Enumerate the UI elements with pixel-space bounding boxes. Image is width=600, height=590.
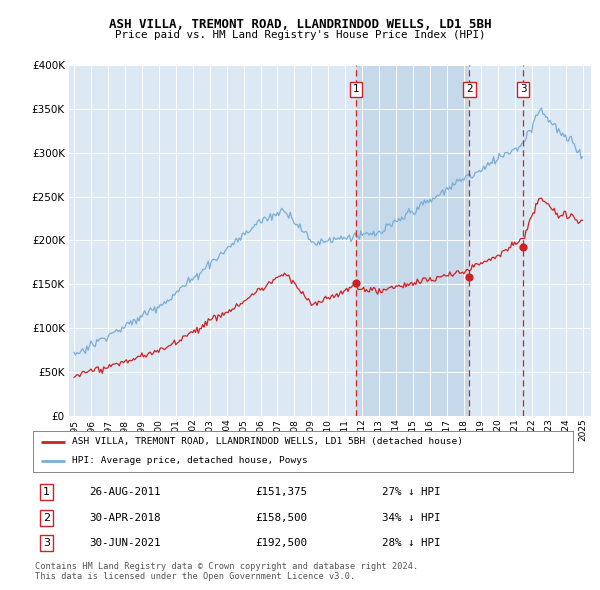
Bar: [356, 65, 469, 416]
Text: 1: 1: [353, 84, 359, 94]
Point: [464, 272, 474, 281]
Text: HPI: Average price, detached house, Powys: HPI: Average price, detached house, Powy…: [72, 456, 308, 466]
Point: [518, 242, 528, 252]
Text: £151,375: £151,375: [256, 487, 307, 497]
Text: 1: 1: [43, 487, 50, 497]
Text: 34% ↓ HPI: 34% ↓ HPI: [382, 513, 440, 523]
Point: [352, 278, 361, 288]
Text: £158,500: £158,500: [256, 513, 307, 523]
Text: 30-JUN-2021: 30-JUN-2021: [89, 538, 161, 548]
Text: ASH VILLA, TREMONT ROAD, LLANDRINDOD WELLS, LD1 5BH: ASH VILLA, TREMONT ROAD, LLANDRINDOD WEL…: [109, 18, 491, 31]
Text: This data is licensed under the Open Government Licence v3.0.: This data is licensed under the Open Gov…: [35, 572, 355, 581]
Text: 28% ↓ HPI: 28% ↓ HPI: [382, 538, 440, 548]
Text: Contains HM Land Registry data © Crown copyright and database right 2024.: Contains HM Land Registry data © Crown c…: [35, 562, 418, 571]
Text: Price paid vs. HM Land Registry's House Price Index (HPI): Price paid vs. HM Land Registry's House …: [115, 30, 485, 40]
Text: 2: 2: [466, 84, 473, 94]
Text: 3: 3: [520, 84, 527, 94]
Text: 27% ↓ HPI: 27% ↓ HPI: [382, 487, 440, 497]
Text: 2: 2: [43, 513, 50, 523]
Text: £192,500: £192,500: [256, 538, 307, 548]
Text: ASH VILLA, TREMONT ROAD, LLANDRINDOD WELLS, LD1 5BH (detached house): ASH VILLA, TREMONT ROAD, LLANDRINDOD WEL…: [72, 437, 463, 447]
Text: 30-APR-2018: 30-APR-2018: [89, 513, 161, 523]
Text: 26-AUG-2011: 26-AUG-2011: [89, 487, 161, 497]
Text: 3: 3: [43, 538, 50, 548]
